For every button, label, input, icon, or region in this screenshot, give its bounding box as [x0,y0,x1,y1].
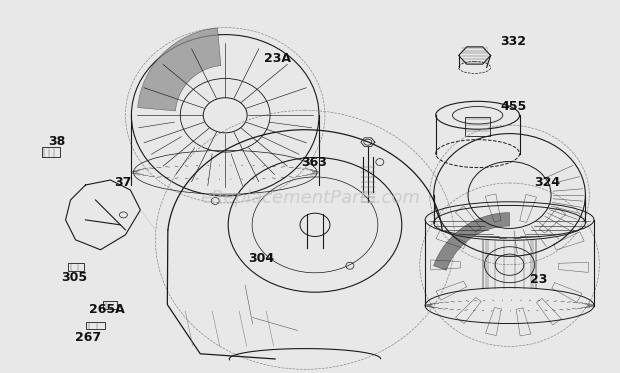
Bar [104,301,117,308]
Text: 23A: 23A [264,52,291,65]
Text: 304: 304 [248,253,274,266]
Bar [42,147,60,157]
Text: 267: 267 [75,330,101,344]
Text: 363: 363 [301,156,327,169]
Text: 455: 455 [500,100,527,113]
Wedge shape [433,213,510,270]
Text: 332: 332 [500,35,526,48]
Text: eReplacementParts.com: eReplacementParts.com [200,189,420,207]
Text: 305: 305 [61,271,87,284]
Text: 265A: 265A [89,303,125,316]
Text: 23: 23 [530,273,547,286]
Bar [465,117,490,136]
Wedge shape [138,28,221,111]
Text: 324: 324 [534,176,560,189]
Bar [68,263,84,271]
Text: 38: 38 [48,135,66,148]
Bar [86,323,105,329]
Text: 37: 37 [114,176,131,189]
